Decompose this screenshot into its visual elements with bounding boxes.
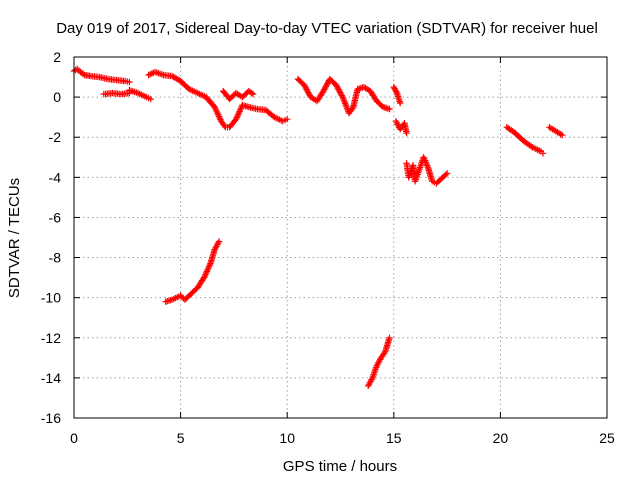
data-segment (503, 124, 547, 157)
x-tick-label: 15 (386, 430, 402, 446)
y-tick-label: 0 (53, 89, 61, 105)
data-point-markers (392, 118, 410, 137)
data-point-markers (220, 87, 257, 103)
data-point-markers (503, 124, 547, 157)
grid (74, 57, 607, 418)
data-segment (220, 87, 257, 103)
data-segment (100, 89, 133, 98)
data-segment (294, 75, 393, 117)
y-tick-label: -12 (41, 330, 61, 346)
data-point-markers (546, 124, 566, 139)
plot-frame (73, 56, 608, 419)
data-segment (365, 334, 393, 390)
x-axis-title: GPS time / hours (283, 458, 397, 475)
data-point-markers (294, 75, 393, 117)
data-point-markers (162, 238, 223, 305)
data-segment (162, 238, 223, 305)
data-point-markers (126, 86, 154, 103)
data-segment (126, 86, 154, 103)
y-tick-label: -10 (41, 290, 61, 306)
data-point-markers (365, 334, 393, 390)
y-axis-title: SDTVAR / TECUs (6, 178, 23, 298)
y-tick-label: -16 (41, 410, 61, 426)
data-point-markers (145, 68, 291, 131)
data-segment (390, 83, 404, 107)
data-point-markers (403, 154, 451, 187)
data-segment (145, 68, 291, 131)
data-segment (403, 154, 451, 187)
data-point-markers (390, 83, 404, 107)
x-tick-label: 5 (177, 430, 185, 446)
data-segment (70, 65, 133, 86)
y-tick-label: -4 (49, 169, 62, 185)
y-tick-label: -14 (41, 370, 61, 386)
x-tick-label: 0 (70, 430, 78, 446)
x-tick-label: 10 (279, 430, 295, 446)
data-point-markers (100, 89, 133, 98)
y-tick-label: -2 (49, 129, 62, 145)
x-tick-label: 20 (493, 430, 509, 446)
x-tick-label: 25 (599, 430, 615, 446)
data-segment (392, 118, 410, 137)
chart-title: Day 019 of 2017, Sidereal Day-to-day VTE… (56, 20, 598, 37)
y-tick-label: -8 (49, 250, 62, 266)
y-tick-label: -6 (49, 209, 62, 225)
data-point-markers (70, 65, 133, 86)
y-tick-label: 2 (53, 49, 61, 65)
data-segment (546, 124, 566, 139)
data-series (70, 65, 566, 390)
